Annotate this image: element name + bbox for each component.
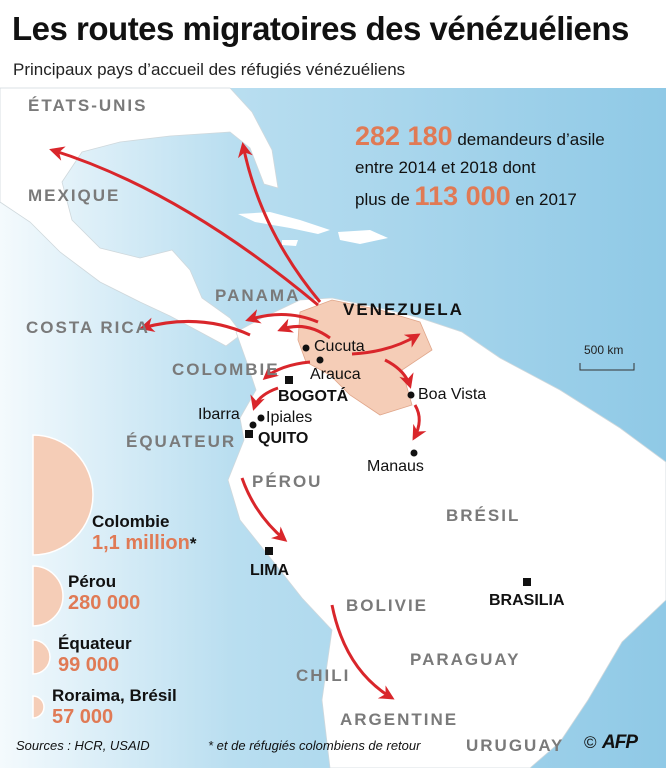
city-label: Cucuta (314, 338, 365, 355)
legend-value: 57 000 (52, 706, 114, 728)
legend-item: Équateur 99 000 (58, 634, 132, 677)
legend-note: * (189, 534, 197, 553)
legend-name: Roraima, Brésil (52, 686, 177, 705)
country-label: BRÉSIL (446, 506, 521, 525)
city-label: Manaus (367, 458, 424, 475)
city-label: Boa Vista (418, 386, 487, 403)
asylum-count: 282 180 (355, 121, 453, 151)
route-perou (240, 477, 288, 542)
legend-value: 99 000 (58, 654, 120, 676)
copyright: © (584, 733, 597, 752)
capital-label: QUITO (258, 430, 309, 447)
country-label: PARAGUAY (410, 650, 521, 669)
country-label: COLOMBIE (172, 360, 280, 379)
country-label: COSTA RICA (26, 318, 150, 337)
south-america (227, 297, 666, 768)
afp-logo: AFP (602, 732, 638, 753)
route-manaus (412, 404, 427, 441)
country-label: CHILI (296, 666, 351, 685)
legend-item: Colombie 1,1 million* (92, 512, 196, 555)
country-label: ÉQUATEUR (126, 432, 237, 451)
route-etats-unis (238, 142, 322, 303)
route-colombie-nord (277, 318, 331, 340)
info-text: entre 2014 et 2018 dont (355, 158, 536, 177)
info-text: en 2017 (510, 190, 577, 209)
hispaniola (338, 230, 388, 244)
route-chili (330, 604, 395, 700)
route-boa-vista (384, 358, 414, 389)
country-label: MEXIQUE (28, 186, 121, 205)
country-label: BOLIVIE (346, 596, 429, 615)
country-label: URUGUAY (466, 736, 565, 755)
route-mexique (49, 146, 319, 307)
route-panama (245, 309, 319, 324)
city-label: Ipiales (266, 409, 313, 426)
city-label: Ibarra (198, 406, 240, 423)
route-ipiales (250, 386, 279, 411)
jamaica (282, 240, 298, 246)
venezuela-label: VENEZUELA (343, 300, 464, 319)
legend-name: Équateur (58, 634, 132, 653)
city-markers (245, 344, 531, 586)
legend-value: 280 000 (68, 592, 141, 614)
city-label: Arauca (310, 366, 361, 383)
route-bogota (262, 360, 311, 380)
legend-item: Roraima, Brésil 57 000 (52, 686, 177, 729)
capital-label: LIMA (250, 562, 290, 579)
scale-label: 500 km (584, 343, 624, 357)
page-title: Les routes migratoires des vénézuéliens (12, 10, 629, 47)
route-venezuela-est (351, 333, 421, 356)
subtitle: Principaux pays d’accueil des réfugiés v… (13, 60, 406, 79)
legend-circles (32, 434, 94, 719)
info-box: 282 180 demandeurs d’asile entre 2014 et… (355, 122, 605, 214)
north-america (0, 87, 279, 347)
cuba (238, 212, 330, 234)
legend-item: Pérou 280 000 (68, 572, 140, 615)
sources: Sources : HCR, USAID (16, 738, 150, 753)
capital-label: BRASILIA (489, 592, 565, 609)
country-label: PANAMA (215, 286, 301, 305)
info-text: plus de (355, 190, 415, 209)
capital-label: BOGOTÁ (278, 388, 349, 405)
country-label: ARGENTINE (340, 710, 459, 729)
info-text: demandeurs d’asile (452, 130, 605, 149)
legend-value: 1,1 million (92, 532, 190, 554)
footnote: * et de réfugiés colombiens de retour (208, 738, 421, 753)
route-costa-rica (139, 317, 251, 337)
country-label: PÉROU (252, 472, 323, 491)
scale-bar (579, 363, 635, 371)
legend-name: Colombie (92, 512, 170, 531)
legend-name: Pérou (68, 572, 117, 591)
asylum-count-2017: 113 000 (414, 181, 511, 211)
country-label: ÉTATS-UNIS (28, 96, 148, 115)
